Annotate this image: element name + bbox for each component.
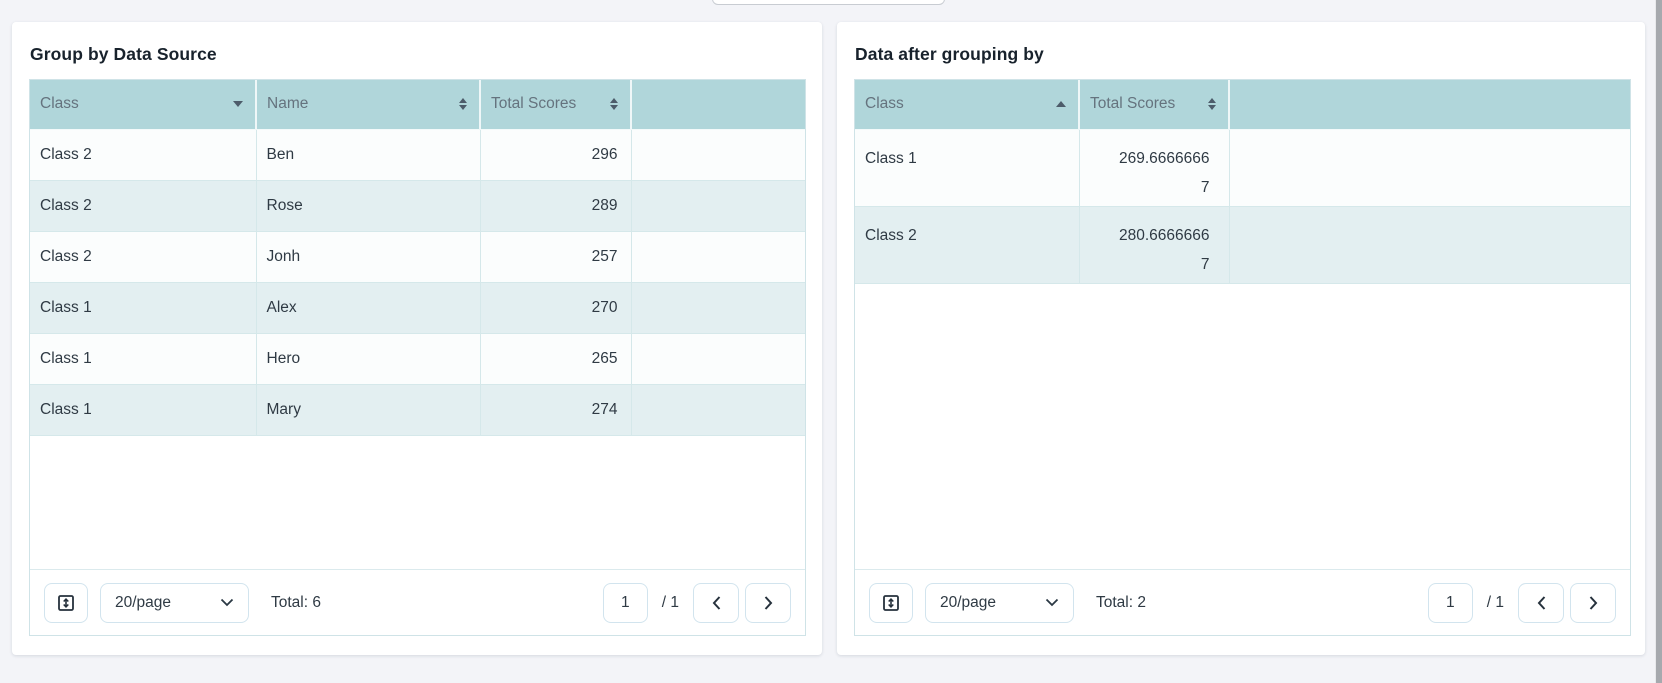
- previous-page-button[interactable]: [693, 582, 739, 623]
- total-count-label: Total: 2: [1096, 593, 1146, 611]
- total-count-label: Total: 6: [271, 593, 321, 611]
- vertical-scrollbar[interactable]: [1655, 0, 1662, 683]
- cell-total-scores: 296: [480, 129, 632, 181]
- panel-title: Data after grouping by: [855, 44, 1044, 64]
- pagination-bar: 20/page Total: 2 / 1: [855, 569, 1630, 635]
- column-header-total-scores[interactable]: Total Scores: [480, 80, 632, 130]
- panel-group-by-data-source: Group by Data Source Class: [12, 22, 822, 655]
- chevron-left-icon: [712, 595, 720, 610]
- cell-empty: [631, 384, 805, 436]
- cell-name: Jonh: [256, 231, 481, 283]
- page-size-select[interactable]: 20/page: [100, 582, 249, 623]
- column-header-label: Total Scores: [491, 95, 577, 113]
- column-header-class[interactable]: Class: [30, 80, 257, 130]
- row-height-button[interactable]: [869, 582, 913, 623]
- table-empty-area: [855, 283, 1630, 569]
- page-number-input[interactable]: [1427, 582, 1473, 623]
- cell-total-scores: 270: [480, 282, 632, 334]
- table-row: Class 2 Jonh 257: [30, 231, 805, 283]
- panel-title: Group by Data Source: [30, 44, 217, 64]
- table-row: Class 1 Alex 270: [30, 282, 805, 334]
- chevron-down-icon: [1045, 598, 1059, 607]
- column-header-label: Class: [865, 95, 904, 113]
- cell-name: Hero: [256, 333, 481, 385]
- cell-empty: [1229, 206, 1630, 284]
- cell-empty: [631, 333, 805, 385]
- page-size-value: 20/page: [940, 593, 997, 611]
- row-height-icon: [58, 594, 74, 611]
- cell-class: Class 1: [30, 333, 257, 385]
- sort-descending-icon: [233, 101, 243, 108]
- row-height-icon: [883, 594, 899, 611]
- cell-name: Alex: [256, 282, 481, 334]
- cell-empty: [631, 282, 805, 334]
- chevron-right-icon: [1589, 595, 1597, 610]
- column-header-empty: [631, 80, 805, 130]
- cell-class: Class 1: [30, 384, 257, 436]
- source-table: Class Name Total Score: [29, 79, 806, 636]
- page-count-label: / 1: [661, 593, 679, 611]
- cell-class: Class 1: [30, 282, 257, 334]
- cell-class: Class 2: [30, 129, 257, 181]
- column-header-label: Name: [267, 95, 309, 113]
- cell-total-scores: 269.66666667: [1079, 129, 1230, 207]
- column-header-label: Total Scores: [1090, 95, 1176, 113]
- previous-page-button[interactable]: [1518, 582, 1564, 623]
- grouped-table: Class Total Scores: [854, 79, 1631, 636]
- cell-total-scores: 265: [480, 333, 632, 385]
- column-header-class[interactable]: Class: [855, 80, 1080, 130]
- sort-ascending-icon: [1056, 101, 1066, 108]
- table-header-row: Class Total Scores: [855, 80, 1630, 130]
- table-row: Class 2 Ben 296: [30, 129, 805, 181]
- chevron-left-icon: [1537, 595, 1545, 610]
- page-size-value: 20/page: [115, 593, 172, 611]
- column-header-empty: [1229, 80, 1630, 130]
- cell-total-scores: 274: [480, 384, 632, 436]
- table-row: Class 1 Hero 265: [30, 333, 805, 385]
- table-row: Class 2 Rose 289: [30, 180, 805, 232]
- page-size-select[interactable]: 20/page: [925, 582, 1074, 623]
- cell-name: Mary: [256, 384, 481, 436]
- cell-total-scores: 289: [480, 180, 632, 232]
- pagination-bar: 20/page Total: 6 / 1: [30, 569, 805, 635]
- column-header-label: Class: [40, 95, 79, 113]
- cell-class: Class 1: [855, 129, 1080, 207]
- cell-empty: [631, 231, 805, 283]
- sort-both-icon: [610, 98, 618, 111]
- chevron-down-icon: [220, 598, 234, 607]
- page-count-label: / 1: [1486, 593, 1504, 611]
- cutoff-top-tab[interactable]: [712, 0, 945, 5]
- sort-both-icon: [1208, 98, 1216, 111]
- cell-name: Ben: [256, 129, 481, 181]
- sort-both-icon: [459, 98, 467, 111]
- cell-empty: [1229, 129, 1630, 207]
- next-page-button[interactable]: [1570, 582, 1616, 623]
- cell-empty: [631, 180, 805, 232]
- panels-container: Group by Data Source Class: [12, 22, 1645, 655]
- table-row: Class 1 269.66666667: [855, 129, 1630, 207]
- cell-total-scores: 257: [480, 231, 632, 283]
- next-page-button[interactable]: [745, 582, 791, 623]
- chevron-right-icon: [764, 595, 772, 610]
- cell-name: Rose: [256, 180, 481, 232]
- table-row: Class 1 Mary 274: [30, 384, 805, 436]
- column-header-name[interactable]: Name: [256, 80, 481, 130]
- row-height-button[interactable]: [44, 582, 88, 623]
- cell-total-scores: 280.66666667: [1079, 206, 1230, 284]
- cell-empty: [631, 129, 805, 181]
- page-number-input[interactable]: [602, 582, 648, 623]
- cell-class: Class 2: [855, 206, 1080, 284]
- table-header-row: Class Name Total Score: [30, 80, 805, 130]
- table-row: Class 2 280.66666667: [855, 206, 1630, 284]
- panel-data-after-grouping: Data after grouping by Class: [837, 22, 1645, 655]
- table-empty-area: [30, 435, 805, 569]
- cell-class: Class 2: [30, 231, 257, 283]
- cell-class: Class 2: [30, 180, 257, 232]
- column-header-total-scores[interactable]: Total Scores: [1079, 80, 1230, 130]
